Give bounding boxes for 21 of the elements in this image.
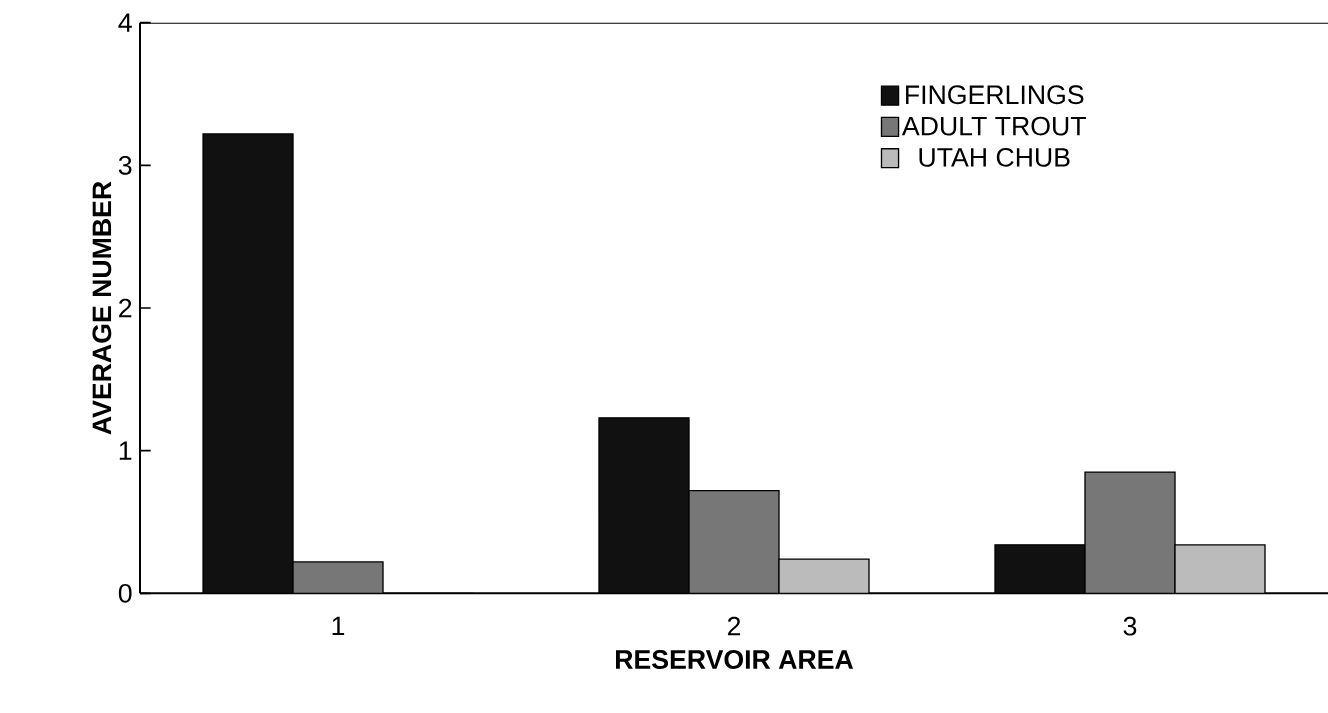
bar bbox=[1084, 471, 1176, 594]
x-tick-label: 2 bbox=[727, 616, 741, 636]
x-tick-label: 1 bbox=[332, 616, 345, 635]
y-tick-label: 4 bbox=[118, 13, 132, 32]
y-tick-label: 0 bbox=[118, 583, 132, 603]
y-tick-label: 3 bbox=[118, 155, 132, 175]
bar bbox=[778, 558, 870, 594]
legend-label: FINGERLINGS bbox=[906, 85, 1084, 105]
legend-label: ADULT TROUT bbox=[901, 116, 1086, 136]
legend-label: UTAH CHUB bbox=[919, 147, 1070, 167]
x-tick-label: 3 bbox=[1123, 616, 1137, 636]
bar bbox=[1174, 543, 1266, 594]
y-axis-title: AVERAGE NUMBER bbox=[92, 181, 112, 435]
bar bbox=[202, 133, 294, 594]
bar bbox=[994, 543, 1086, 594]
bar bbox=[688, 489, 780, 594]
y-tick-label: 1 bbox=[119, 441, 132, 460]
x-axis-title: RESERVOIR AREA bbox=[616, 649, 854, 669]
y-tick-label: 2 bbox=[119, 298, 132, 318]
bar bbox=[598, 417, 690, 594]
bar bbox=[292, 561, 384, 594]
